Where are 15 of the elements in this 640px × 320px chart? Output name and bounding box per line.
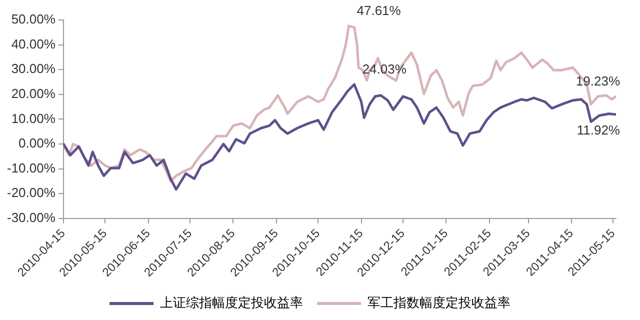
y-tick-label: 10.00% — [11, 110, 56, 126]
y-tick-label: 30.00% — [11, 61, 56, 76]
legend-label: 上证综指幅度定投收益率 — [160, 294, 303, 311]
y-tick-label: 0.00% — [18, 136, 56, 151]
y-tick-label: 20.00% — [11, 86, 56, 101]
annotation: 11.92% — [576, 122, 620, 138]
annotation: 24.03% — [362, 61, 407, 76]
annotation: 19.23% — [576, 73, 620, 88]
y-tick-label: -10.00% — [7, 160, 56, 176]
y-tick-label: 50.00% — [11, 12, 56, 27]
annotation: 47.61% — [356, 3, 402, 18]
legend-label: 军工指数幅度定投收益率 — [368, 294, 510, 311]
y-tick-label: 40.00% — [11, 36, 56, 52]
y-tick-label: -30.00% — [7, 210, 56, 225]
y-tick-label: -20.00% — [7, 185, 56, 200]
